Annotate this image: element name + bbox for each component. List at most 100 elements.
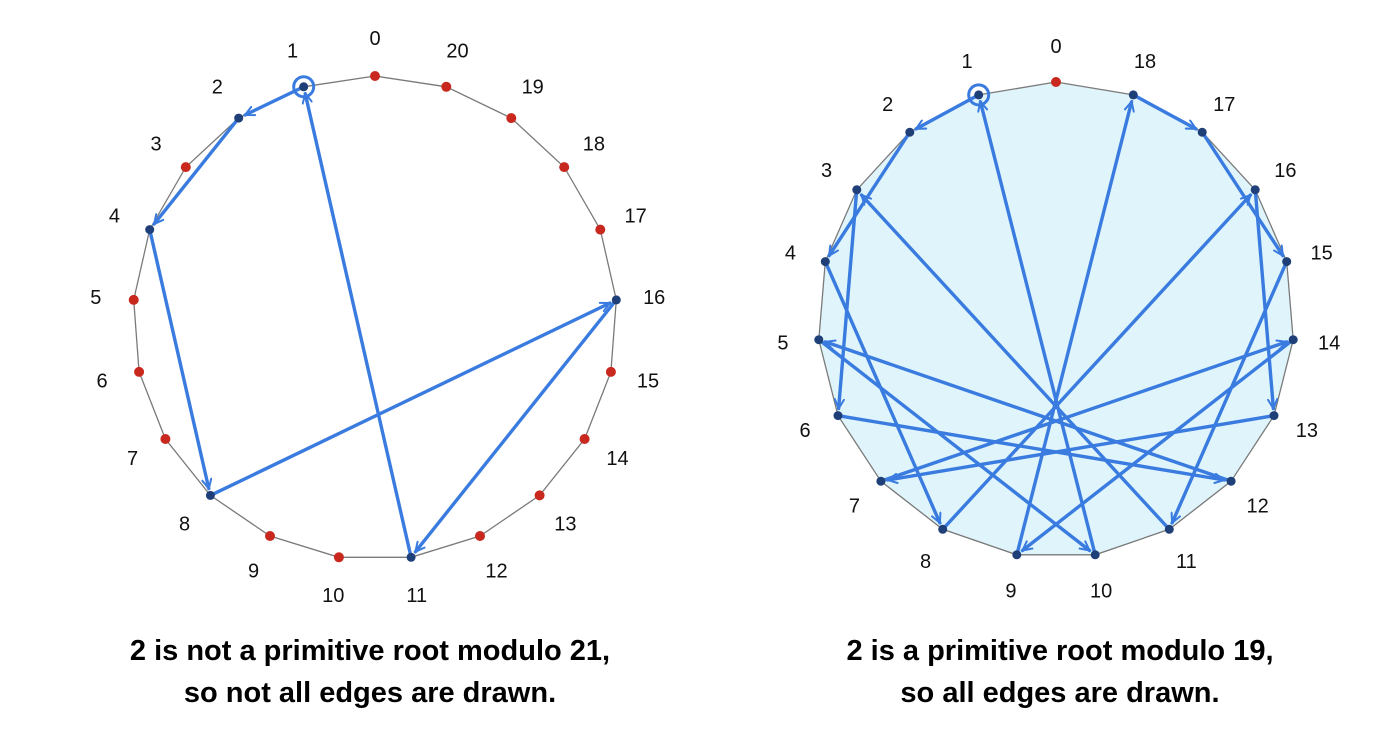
node-1 bbox=[299, 82, 309, 92]
edge-17-to-15 bbox=[1202, 133, 1285, 258]
node-3 bbox=[852, 185, 862, 195]
caption-mod-21-line2: so not all edges are drawn. bbox=[183, 677, 557, 709]
node-label-19: 19 bbox=[522, 77, 544, 99]
node-label-18: 18 bbox=[1134, 51, 1156, 73]
edge-13-to-7 bbox=[886, 414, 1272, 480]
node-label-7: 7 bbox=[849, 496, 860, 518]
node-label-16: 16 bbox=[643, 287, 665, 309]
start-node-ring bbox=[292, 75, 316, 99]
node-label-14: 14 bbox=[606, 448, 628, 470]
caption-mod-19-line2: so all edges are drawn. bbox=[900, 677, 1220, 709]
node-16 bbox=[1250, 185, 1260, 195]
node-8 bbox=[938, 524, 948, 534]
node-label-16: 16 bbox=[1274, 160, 1296, 182]
node-label-17: 17 bbox=[1213, 94, 1235, 116]
edge-2-to-4 bbox=[152, 119, 238, 226]
node-1 bbox=[974, 90, 984, 100]
edge-1-to-2 bbox=[243, 86, 302, 117]
node-10 bbox=[1090, 550, 1100, 560]
node-label-3: 3 bbox=[821, 160, 832, 182]
node-label-12: 12 bbox=[485, 560, 507, 582]
edge-4-to-8 bbox=[148, 231, 209, 491]
node-label-13: 13 bbox=[1296, 420, 1318, 442]
node-14 bbox=[1288, 335, 1298, 345]
node-label-11: 11 bbox=[1176, 551, 1197, 573]
node-17 bbox=[595, 224, 606, 235]
node-label-14: 14 bbox=[1318, 333, 1340, 355]
node-12 bbox=[475, 531, 485, 541]
node-6 bbox=[134, 366, 145, 377]
node-label-10: 10 bbox=[1090, 580, 1112, 602]
node-10 bbox=[333, 552, 344, 563]
edge-8-to-16 bbox=[943, 193, 1253, 529]
node-label-2: 2 bbox=[882, 94, 893, 116]
edge-10-to-1 bbox=[980, 99, 1096, 553]
node-label-4: 4 bbox=[785, 243, 796, 265]
node-label-13: 13 bbox=[554, 513, 576, 535]
node-label-7: 7 bbox=[127, 448, 138, 470]
node-label-1: 1 bbox=[961, 51, 972, 73]
node-12 bbox=[1226, 476, 1236, 486]
node-label-5: 5 bbox=[90, 287, 101, 309]
edge-18-to-17 bbox=[1135, 95, 1198, 131]
node-label-9: 9 bbox=[248, 560, 259, 582]
node-label-11: 11 bbox=[406, 585, 427, 607]
node-13 bbox=[1269, 411, 1279, 421]
edge-11-to-1 bbox=[305, 91, 412, 556]
node-label-15: 15 bbox=[1310, 243, 1332, 265]
caption-mod-21: 2 is not a primitive root modulo 21, so … bbox=[50, 630, 690, 714]
edge-14-to-9 bbox=[1020, 340, 1292, 553]
node-label-15: 15 bbox=[637, 370, 659, 392]
caption-mod-19: 2 is a primitive root modulo 19, so all … bbox=[740, 630, 1380, 714]
node-18 bbox=[1128, 90, 1138, 100]
node-15 bbox=[605, 366, 616, 377]
node-5 bbox=[814, 335, 824, 345]
node-label-18: 18 bbox=[583, 133, 605, 155]
node-14 bbox=[579, 434, 590, 444]
edge-1-to-2 bbox=[914, 95, 977, 131]
node-label-4: 4 bbox=[109, 206, 120, 228]
start-node-ring bbox=[967, 83, 991, 107]
node-label-0: 0 bbox=[1050, 36, 1061, 58]
edge-16-to-11 bbox=[413, 301, 616, 554]
node-label-2: 2 bbox=[212, 77, 223, 99]
node-2 bbox=[234, 113, 244, 123]
node-11 bbox=[1164, 524, 1174, 534]
node-18 bbox=[559, 162, 570, 173]
node-13 bbox=[534, 490, 545, 501]
node-9 bbox=[1012, 550, 1022, 560]
shaded-region bbox=[818, 82, 1294, 555]
node-3 bbox=[180, 162, 191, 173]
node-11 bbox=[406, 552, 416, 562]
node-7 bbox=[160, 434, 171, 444]
edge-6-to-12 bbox=[840, 414, 1226, 480]
edge-5-to-10 bbox=[820, 340, 1092, 553]
caption-mod-19-line1: 2 is a primitive root modulo 19, bbox=[846, 635, 1274, 667]
node-20 bbox=[441, 81, 452, 92]
node-label-10: 10 bbox=[322, 585, 344, 607]
node-label-1: 1 bbox=[287, 40, 298, 62]
node-label-8: 8 bbox=[179, 513, 190, 535]
node-4 bbox=[820, 257, 830, 267]
node-0 bbox=[1051, 77, 1061, 87]
caption-mod-21-line1: 2 is not a primitive root modulo 21, bbox=[129, 635, 611, 667]
node-5 bbox=[128, 294, 139, 305]
node-7 bbox=[876, 476, 886, 486]
node-label-0: 0 bbox=[369, 28, 380, 50]
edge-16-to-13 bbox=[1253, 192, 1274, 411]
polygon-outline bbox=[818, 81, 1294, 556]
node-label-5: 5 bbox=[777, 333, 788, 355]
node-label-8: 8 bbox=[920, 551, 931, 573]
edge-8-to-16 bbox=[212, 301, 612, 496]
node-label-3: 3 bbox=[151, 133, 162, 155]
polygon-outline bbox=[133, 75, 617, 558]
node-4 bbox=[145, 225, 155, 235]
node-19 bbox=[506, 113, 517, 124]
edge-3-to-6 bbox=[839, 192, 859, 411]
node-label-6: 6 bbox=[96, 370, 107, 392]
node-8 bbox=[205, 490, 215, 500]
node-16 bbox=[611, 295, 621, 305]
